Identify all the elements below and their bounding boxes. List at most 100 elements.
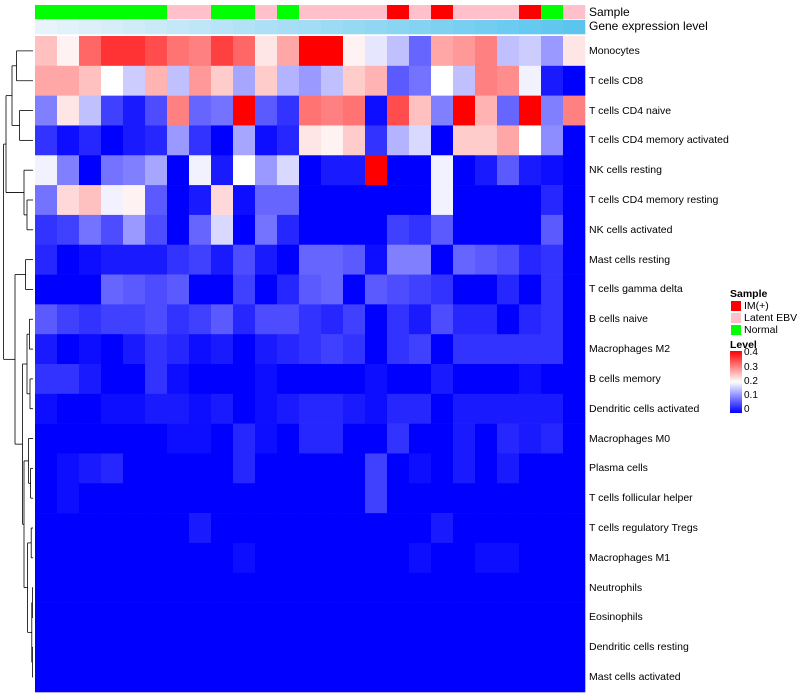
heatmap-cell xyxy=(563,542,586,574)
heatmap-cell xyxy=(475,572,498,603)
row-label: Macrophages M0 xyxy=(589,432,671,445)
heatmap-cell xyxy=(431,572,454,603)
heatmap-cell xyxy=(497,185,520,216)
expression-annotation-cell xyxy=(233,20,256,35)
expression-annotation-cell xyxy=(101,20,124,35)
heatmap-cell xyxy=(255,274,278,305)
heatmap-cell xyxy=(541,214,564,246)
heatmap-cell xyxy=(79,423,102,454)
heatmap-cell xyxy=(35,393,58,424)
heatmap-cell xyxy=(145,65,168,96)
heatmap-cell xyxy=(167,214,190,246)
heatmap-cell xyxy=(167,36,190,67)
heatmap-cell xyxy=(145,572,168,603)
heatmap-cell xyxy=(101,304,124,335)
heatmap-cell xyxy=(35,572,58,603)
heatmap-cell xyxy=(409,364,432,395)
heatmap-cell xyxy=(453,334,476,365)
heatmap-cell xyxy=(365,185,388,216)
heatmap-cell xyxy=(431,274,454,305)
row-label: Mast cells resting xyxy=(589,253,671,266)
row-label: B cells memory xyxy=(589,372,661,385)
heatmap-cell xyxy=(101,214,124,246)
heatmap-cell xyxy=(497,423,520,454)
heatmap-cell xyxy=(475,602,498,633)
heatmap-cell xyxy=(123,274,146,305)
level-tick-label: 0 xyxy=(744,404,750,415)
heatmap-cell xyxy=(519,334,542,365)
heatmap-cell xyxy=(35,453,58,484)
heatmap-cell xyxy=(475,125,498,156)
heatmap-cell xyxy=(101,423,124,454)
heatmap-cell xyxy=(123,65,146,96)
legend-swatch-latent xyxy=(731,313,741,323)
heatmap-cell xyxy=(299,95,322,126)
heatmap-cell xyxy=(255,513,278,544)
heatmap-cell xyxy=(211,65,234,96)
heatmap-cell xyxy=(123,304,146,335)
heatmap-cell xyxy=(57,632,80,663)
heatmap-cell xyxy=(497,304,520,335)
heatmap-cell xyxy=(321,632,344,663)
heatmap-cell xyxy=(497,274,520,305)
expression-annotation-cell xyxy=(453,20,476,35)
heatmap-cell xyxy=(35,662,58,693)
heatmap-cell xyxy=(189,274,212,305)
heatmap-cell xyxy=(211,214,234,246)
expression-annotation-cell xyxy=(321,20,344,35)
heatmap-cell xyxy=(57,274,80,305)
heatmap-cell xyxy=(453,244,476,275)
heatmap-cell xyxy=(101,542,124,574)
heatmap-cell xyxy=(563,36,586,67)
heatmap-cell xyxy=(475,453,498,484)
heatmap-cell xyxy=(145,334,168,365)
heatmap-cell xyxy=(453,185,476,216)
heatmap-cell xyxy=(101,274,124,305)
heatmap-cell xyxy=(277,334,300,365)
heatmap-cell xyxy=(211,453,234,484)
heatmap-cell xyxy=(145,483,168,514)
heatmap-cell xyxy=(365,155,388,186)
legend-label-normal: Normal xyxy=(744,324,778,336)
heatmap-cell xyxy=(519,513,542,544)
heatmap-cell xyxy=(497,36,520,67)
heatmap-cell xyxy=(497,95,520,126)
heatmap-cell xyxy=(387,393,410,424)
heatmap-cell xyxy=(233,513,256,544)
heatmap-cell xyxy=(123,393,146,424)
heatmap-cell xyxy=(145,393,168,424)
heatmap-cell xyxy=(497,453,520,484)
heatmap-cell xyxy=(233,244,256,275)
expression-annotation-cell xyxy=(497,20,520,35)
heatmap-cell xyxy=(387,364,410,395)
heatmap-cell xyxy=(79,364,102,395)
heatmap-cell xyxy=(541,364,564,395)
row-label: T cells CD4 naive xyxy=(589,104,672,117)
expression-annotation-cell xyxy=(365,20,388,35)
heatmap-cell xyxy=(123,95,146,126)
heatmap-cell xyxy=(431,662,454,693)
heatmap-cell xyxy=(167,185,190,216)
heatmap-cell xyxy=(387,632,410,663)
heatmap-cell xyxy=(321,662,344,693)
heatmap-cell xyxy=(35,125,58,156)
heatmap-cell xyxy=(299,483,322,514)
heatmap-cell xyxy=(211,334,234,365)
heatmap-cell xyxy=(79,95,102,126)
sample-annotation-cell xyxy=(211,5,234,20)
heatmap-cell xyxy=(563,95,586,126)
heatmap-cell xyxy=(167,65,190,96)
expression-annotation-cell xyxy=(299,20,322,35)
heatmap-cell xyxy=(387,36,410,67)
heatmap-cell xyxy=(475,36,498,67)
heatmap-cell xyxy=(299,36,322,67)
heatmap-cell xyxy=(101,662,124,693)
heatmap-cell xyxy=(497,125,520,156)
heatmap-cell xyxy=(79,65,102,96)
heatmap-cell xyxy=(255,36,278,67)
heatmap-cell xyxy=(211,185,234,216)
heatmap-cell xyxy=(299,185,322,216)
sample-track-label: Sample xyxy=(589,5,630,19)
heatmap-cell xyxy=(255,483,278,514)
